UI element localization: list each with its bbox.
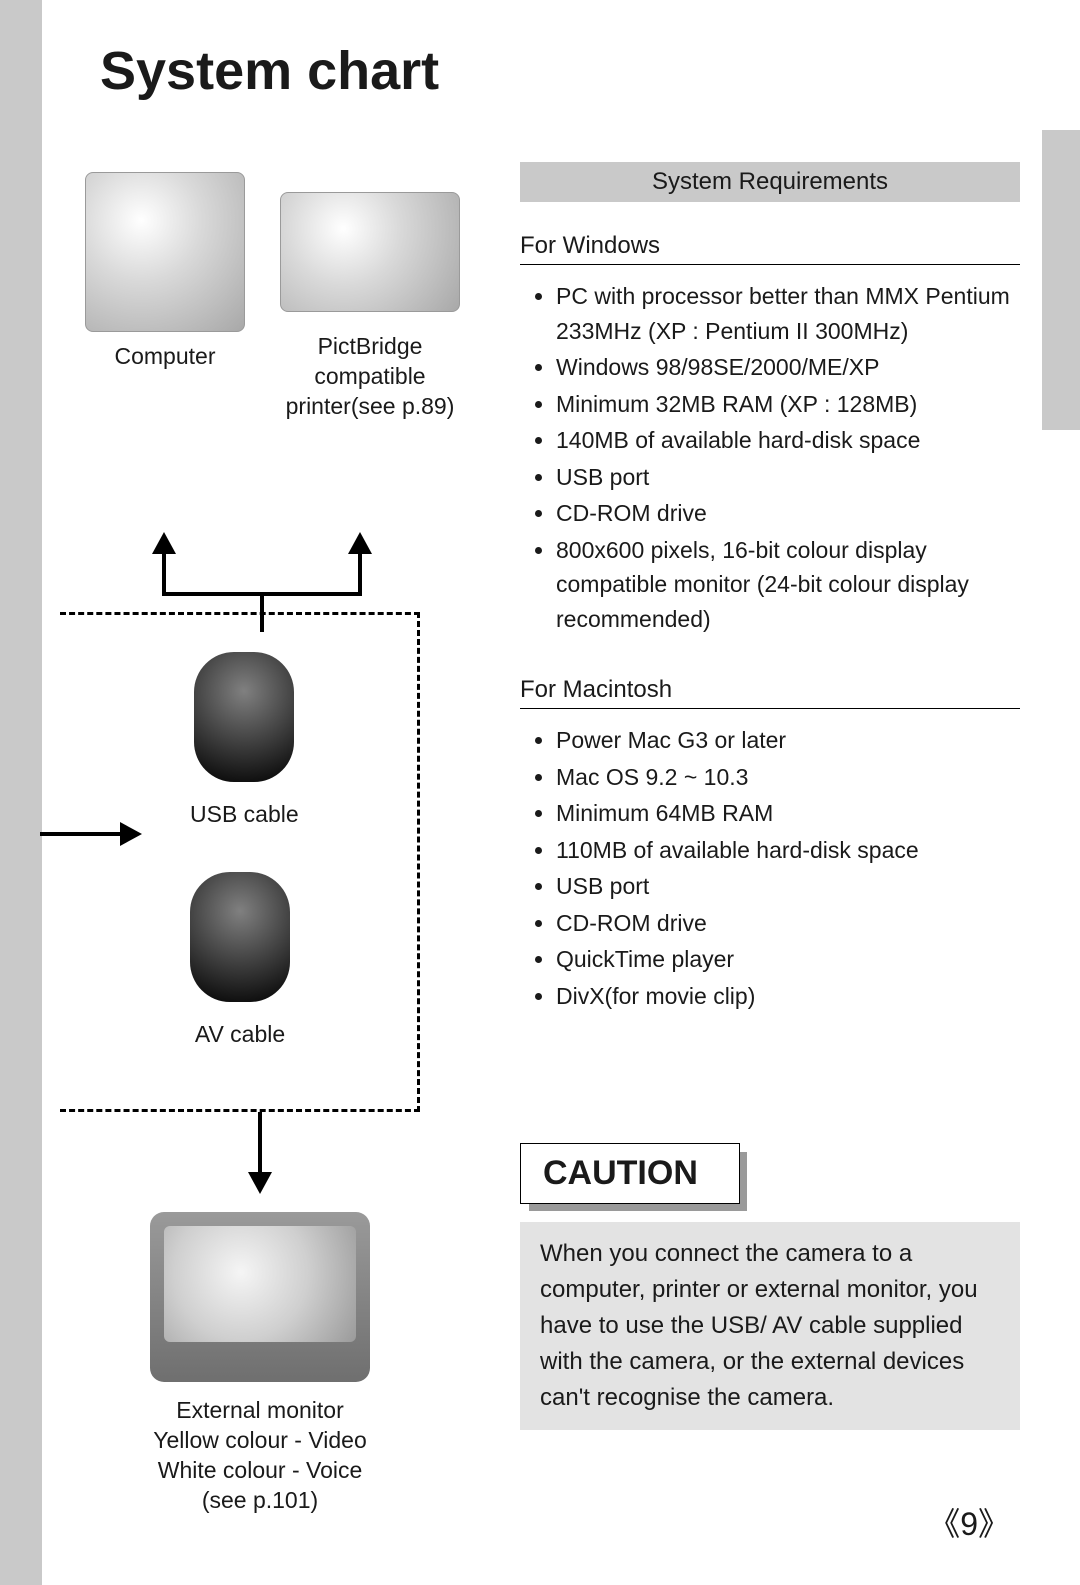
mac-section: For Macintosh Power Mac G3 or later Mac …	[520, 676, 1020, 1013]
connector-line	[162, 552, 166, 592]
printer-node: PictBridge compatible printer(see p.89)	[270, 172, 470, 422]
arrow-up-icon	[348, 532, 372, 554]
requirements-header: System Requirements	[520, 162, 1020, 202]
connector-line	[40, 832, 120, 836]
windows-req-list: PC with processor better than MMX Pentiu…	[520, 279, 1020, 636]
monitor-screen-icon	[164, 1226, 356, 1342]
av-cable-icon	[190, 872, 290, 1002]
monitor-label-line3: White colour - Voice	[158, 1456, 363, 1486]
list-item: 800x600 pixels, 16-bit colour display co…	[556, 533, 1020, 637]
right-tab	[1042, 130, 1080, 430]
list-item: CD-ROM drive	[556, 496, 1020, 531]
caution-heading: CAUTION	[520, 1143, 740, 1204]
list-item: CD-ROM drive	[556, 906, 1020, 941]
computer-icon	[85, 172, 245, 332]
list-item: USB port	[556, 869, 1020, 904]
printer-icon	[280, 192, 460, 312]
usb-cable-node: USB cable	[190, 652, 299, 830]
computer-node: Computer	[80, 172, 250, 422]
printer-label: PictBridge compatible printer(see p.89)	[270, 332, 470, 422]
divider	[520, 264, 1020, 265]
monitor-label-line4: (see p.101)	[202, 1486, 318, 1516]
list-item: Mac OS 9.2 ~ 10.3	[556, 760, 1020, 795]
diagram-top-row: Computer PictBridge compatible printer(s…	[80, 172, 480, 422]
usb-cable-label: USB cable	[190, 800, 299, 830]
computer-label: Computer	[115, 342, 216, 372]
external-monitor-icon	[150, 1212, 370, 1382]
caution-body: When you connect the camera to a compute…	[520, 1222, 1020, 1430]
list-item: 140MB of available hard-disk space	[556, 423, 1020, 458]
list-item: Power Mac G3 or later	[556, 723, 1020, 758]
arrow-right-icon	[120, 822, 142, 846]
list-item: PC with processor better than MMX Pentiu…	[556, 279, 1020, 348]
av-cable-label: AV cable	[195, 1020, 285, 1050]
windows-section-label: For Windows	[520, 232, 1020, 260]
list-item: Minimum 64MB RAM	[556, 796, 1020, 831]
connector-line	[258, 1112, 262, 1172]
list-item: QuickTime player	[556, 942, 1020, 977]
list-item: USB port	[556, 460, 1020, 495]
monitor-label-line1: External monitor	[176, 1396, 343, 1426]
connector-line	[358, 552, 362, 592]
av-cable-node: AV cable	[190, 872, 290, 1050]
page-number: 《9》	[928, 1499, 1010, 1545]
text-column: System Requirements For Windows PC with …	[480, 162, 1020, 1472]
list-item: Minimum 32MB RAM (XP : 128MB)	[556, 387, 1020, 422]
page: System chart Computer PictBridge compati…	[0, 0, 1080, 1585]
mac-req-list: Power Mac G3 or later Mac OS 9.2 ~ 10.3 …	[520, 723, 1020, 1013]
arrow-up-icon	[152, 532, 176, 554]
arrow-down-icon	[248, 1172, 272, 1194]
monitor-node: External monitor Yellow colour - Video W…	[150, 1212, 370, 1516]
list-item: 110MB of available hard-disk space	[556, 833, 1020, 868]
divider	[520, 708, 1020, 709]
page-title: System chart	[100, 40, 1020, 102]
list-item: Windows 98/98SE/2000/ME/XP	[556, 350, 1020, 385]
content-columns: Computer PictBridge compatible printer(s…	[80, 162, 1020, 1472]
left-margin-bar	[0, 0, 42, 1585]
system-diagram: Computer PictBridge compatible printer(s…	[80, 172, 480, 1472]
list-item: DivX(for movie clip)	[556, 979, 1020, 1014]
monitor-label-line2: Yellow colour - Video	[153, 1426, 367, 1456]
usb-cable-icon	[194, 652, 294, 782]
mac-section-label: For Macintosh	[520, 676, 1020, 704]
diagram-column: Computer PictBridge compatible printer(s…	[80, 162, 480, 1472]
